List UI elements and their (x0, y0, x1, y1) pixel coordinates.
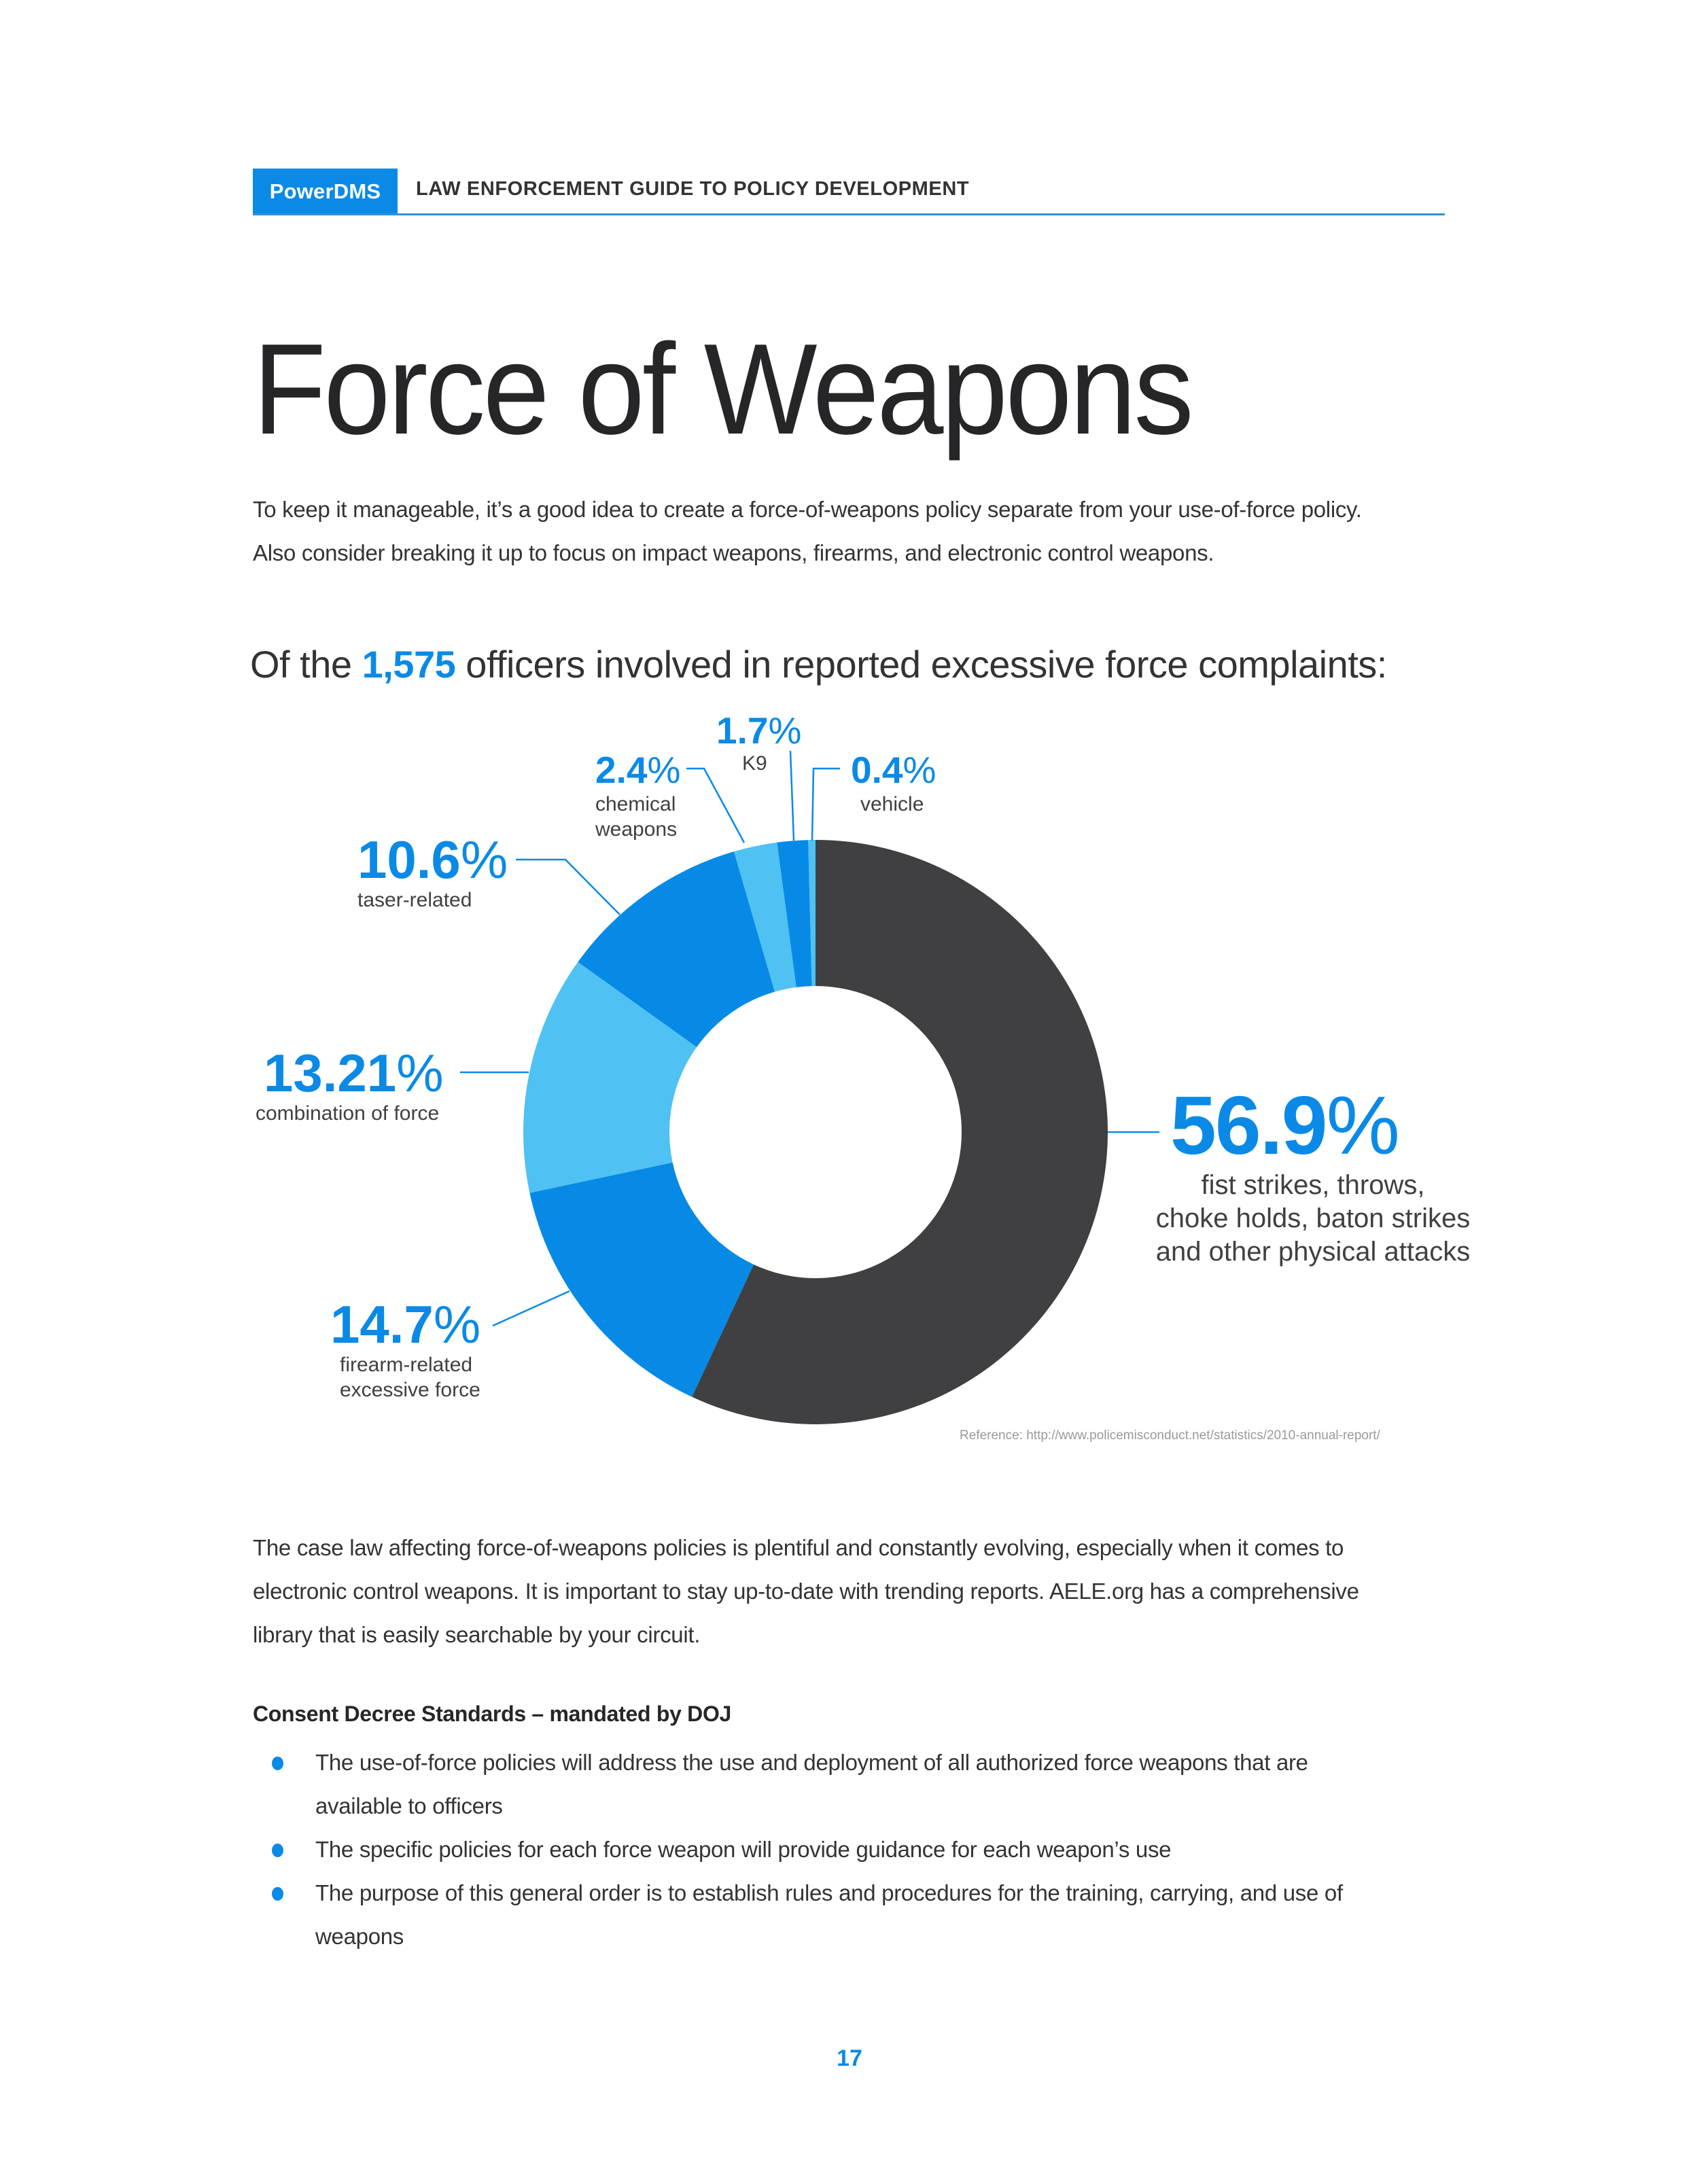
donut-slice (777, 840, 812, 987)
leader-lines (460, 750, 1159, 1327)
label-firearm: 14.7% firearm-related excessive force (330, 1298, 480, 1403)
list-item: The use-of-force policies will address t… (253, 1741, 1449, 1828)
label-caption: fist strikes, throws, (1201, 1170, 1425, 1200)
donut-slice (692, 840, 1108, 1424)
leader-line-2-4 (686, 767, 746, 843)
label-caption: excessive force (340, 1379, 480, 1401)
label-combination: 13.21% combination of force (256, 1043, 444, 1126)
list-item: The purpose of this general order is to … (253, 1871, 1449, 1958)
body-line: The case law affecting force-of-weapons … (253, 1535, 1344, 1560)
donut-slice (578, 851, 775, 1047)
donut-slices (523, 840, 1108, 1424)
leader-line-0-4 (811, 767, 840, 841)
case-law-paragraph: The case law affecting force-of-weapons … (253, 1526, 1449, 1657)
label-vehicle: 0.4% vehicle (851, 752, 936, 817)
label-value: 2.4 (595, 749, 648, 791)
list-item-line: The purpose of this general order is to … (315, 1880, 1343, 1905)
percent-sign: % (903, 749, 936, 791)
bullet-icon (272, 1757, 283, 1770)
list-item-line: weapons (315, 1924, 404, 1949)
list-item-line: available to officers (315, 1793, 503, 1818)
percent-sign: % (433, 1294, 481, 1354)
label-value: 13.21 (264, 1043, 397, 1103)
chart-heading-prefix: Of the (250, 643, 362, 686)
percent-sign: % (460, 830, 508, 890)
label-chemical: 2.4% chemical weapons (595, 752, 680, 842)
leader-line-10-6 (516, 858, 620, 915)
chart-heading-suffix: officers involved in reported excessive … (455, 643, 1387, 686)
page-title: Force of Weapons (253, 317, 1194, 461)
list-item-line: The use-of-force policies will address t… (315, 1750, 1308, 1775)
intro-line: Also consider breaking it up to focus on… (253, 540, 1214, 565)
label-caption: K9 (742, 752, 767, 775)
label-value: 0.4 (851, 749, 903, 791)
label-value: 1.7 (716, 709, 769, 752)
label-taser: 10.6% taser-related (357, 833, 508, 913)
label-k9: 1.7% K9 (716, 712, 801, 776)
percent-sign: % (768, 709, 802, 752)
donut-slice (733, 842, 796, 992)
donut-slice (529, 1162, 754, 1397)
consent-decree-list: The use-of-force policies will address t… (253, 1741, 1449, 1958)
intro-paragraph: To keep it manageable, it’s a good idea … (253, 488, 1449, 575)
percent-sign: % (647, 749, 681, 791)
donut-slice (523, 962, 697, 1193)
body-line: electronic control weapons. It is import… (253, 1579, 1359, 1604)
chart-heading: Of the 1,575 officers involved in report… (250, 642, 1387, 686)
header-divider (253, 213, 1445, 215)
label-value: 10.6 (357, 830, 461, 890)
percent-sign: % (396, 1043, 444, 1103)
label-caption: choke holds, baton strikes (1155, 1203, 1471, 1233)
page-number: 17 (837, 2045, 862, 2071)
label-caption: taser-related (357, 889, 472, 911)
donut-slice (808, 840, 816, 987)
label-value: 14.7 (330, 1294, 434, 1354)
leader-line-14-7 (492, 1290, 570, 1327)
bullet-icon (272, 1844, 283, 1857)
list-item: The specific policies for each force wea… (253, 1828, 1449, 1871)
label-value: 56.9 (1170, 1079, 1327, 1172)
brand-badge: PowerDMS (253, 169, 398, 215)
label-caption: vehicle (860, 793, 924, 815)
label-caption: chemical (595, 793, 676, 815)
bullet-icon (272, 1887, 283, 1901)
label-caption: weapons (595, 818, 678, 841)
percent-sign: % (1326, 1079, 1399, 1172)
list-item-line: The specific policies for each force wea… (315, 1837, 1172, 1862)
consent-decree-heading: Consent Decree Standards – mandated by D… (253, 1702, 732, 1726)
label-caption: and other physical attacks (1155, 1237, 1471, 1267)
brand-name: PowerDMS (269, 179, 381, 203)
intro-line: To keep it manageable, it’s a good idea … (253, 497, 1362, 522)
document-header-title: LAW ENFORCEMENT GUIDE TO POLICY DEVELOPM… (416, 178, 970, 200)
body-line: library that is easily searchable by you… (253, 1622, 701, 1647)
label-caption: combination of force (256, 1102, 440, 1125)
label-caption: firearm-related (340, 1354, 473, 1376)
chart-reference: Reference: http://www.policemisconduct.n… (960, 1428, 1380, 1443)
officer-count: 1,575 (362, 643, 456, 686)
